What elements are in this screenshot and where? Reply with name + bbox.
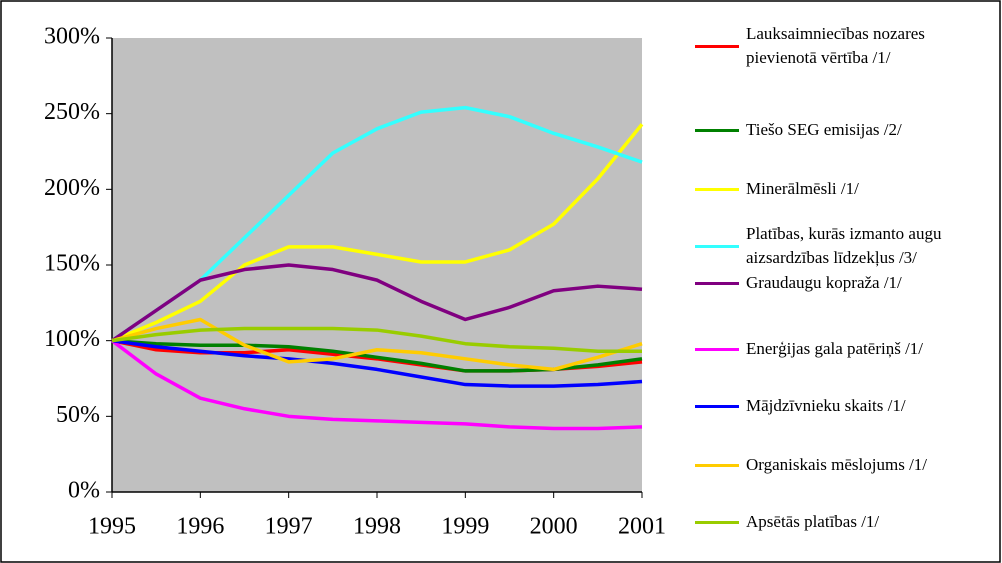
series-line [110,339,643,431]
x-tick-label: 2000 [530,514,578,540]
y-tick-label: 50% [56,402,100,428]
x-tick-label: 2001 [618,514,666,540]
y-tick-label: 100% [44,326,100,352]
y-tick-label: 150% [44,251,100,277]
series-line [111,263,643,343]
legend-swatch [695,347,739,351]
y-tick-label: 250% [44,99,100,125]
legend-swatch [695,244,739,248]
y-tick-label: 0% [68,478,100,504]
legend-label: Apsētās platības /1/ [746,512,880,531]
x-tick-label: 1995 [88,514,136,540]
legend-item: Apsētās platības /1/ [695,510,995,534]
y-tick-label: 300% [44,24,100,50]
x-tick-label: 1996 [176,514,224,540]
legend-item: Platības, kurās izmanto augu aizsardzība… [695,222,995,270]
x-tick-label: 1998 [353,514,401,540]
legend-swatch [695,281,739,285]
legend-label: Organiskais mēslojums /1/ [746,455,928,474]
series-line [111,123,644,343]
x-tick-label: 1999 [441,514,489,540]
plot-area [112,38,642,492]
legend-swatch [695,44,739,48]
legend-label: Mājdzīvnieku skaits /1/ [746,396,906,415]
legend-item: Minerālmēsli /1/ [695,177,995,201]
legend-label: Enerģijas gala patēriņš /1/ [746,339,924,358]
legend-item: Enerģijas gala patēriņš /1/ [695,337,995,361]
series-line [111,326,642,354]
legend-swatch [695,187,739,191]
legend-swatch [695,128,739,132]
legend-label: Tiešo SEG emisijas /2/ [746,120,902,139]
legend-label: Minerālmēsli /1/ [746,179,859,198]
y-tick-label: 200% [44,175,100,201]
legend-swatch [695,463,739,467]
series-line [111,317,643,372]
legend-label: Platības, kurās izmanto augu aizsardzība… [746,224,942,267]
x-tick-label: 1997 [265,514,313,540]
legend-item: Mājdzīvnieku skaits /1/ [695,394,995,418]
legend-swatch [695,520,739,524]
legend-swatch [695,404,739,408]
legend-label: Graudaugu kopraža /1/ [746,273,902,292]
series-line [111,338,643,388]
legend-item: Organiskais mēslojums /1/ [695,453,995,477]
legend-item: Lauksaimniecības nozares pievienotā vērt… [695,22,995,70]
legend-item: Graudaugu kopraža /1/ [695,271,995,295]
legend-item: Tiešo SEG emisijas /2/ [695,118,995,142]
legend-label: Lauksaimniecības nozares pievienotā vērt… [746,24,925,67]
